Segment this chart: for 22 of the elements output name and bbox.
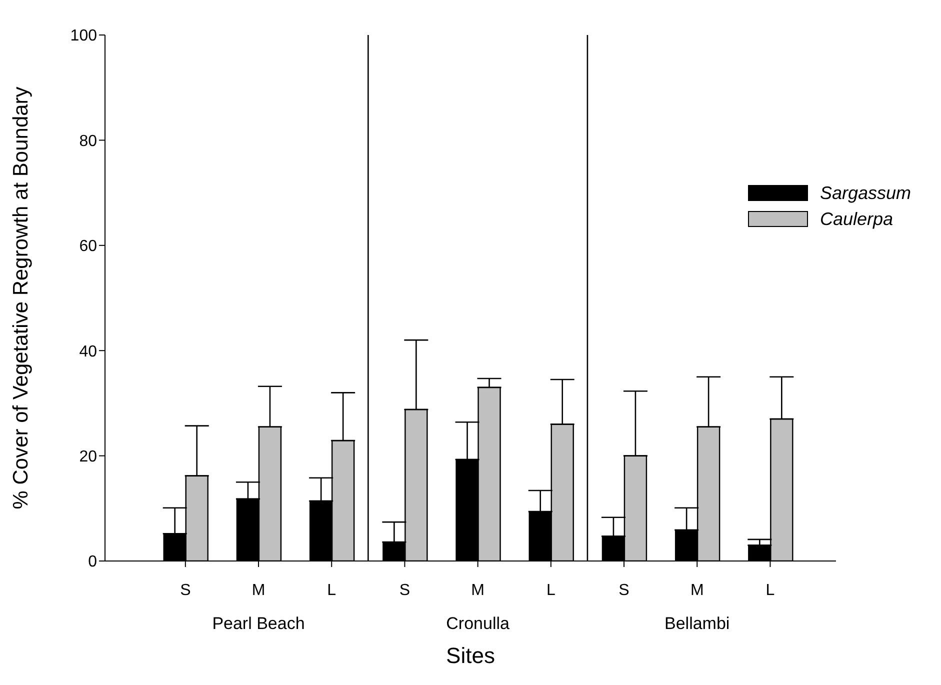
text: Pearl Beach [212, 614, 305, 633]
x-tick-label: L [327, 582, 336, 599]
y-tick-label: 60 [79, 238, 98, 256]
x-axis-title: Sites [446, 643, 495, 668]
text: Bellambi [664, 614, 730, 633]
x-tick-label: L [546, 582, 556, 599]
y-tick-label: 40 [79, 343, 98, 360]
y-tick-label: 20 [79, 448, 98, 466]
x-tick-label: S [618, 582, 630, 599]
text: Cronulla [446, 614, 510, 633]
x-tick-label: L [766, 582, 775, 599]
y-axis-title: % Cover of Vegetative Regrowth at Boundary [9, 86, 32, 510]
x-tick-label: M [471, 582, 484, 599]
y-tick-label: 80 [79, 132, 98, 150]
y-tick-label: 0 [88, 554, 98, 571]
legend-label: Sargassum [820, 182, 912, 204]
y-tick-label: 100 [70, 28, 98, 45]
x-tick-label: S [180, 582, 191, 599]
x-tick-label: M [690, 582, 704, 599]
x-tick-label: M [252, 582, 266, 599]
legend-label: Caulerpa [820, 208, 894, 230]
x-tick-label: S [399, 582, 410, 599]
